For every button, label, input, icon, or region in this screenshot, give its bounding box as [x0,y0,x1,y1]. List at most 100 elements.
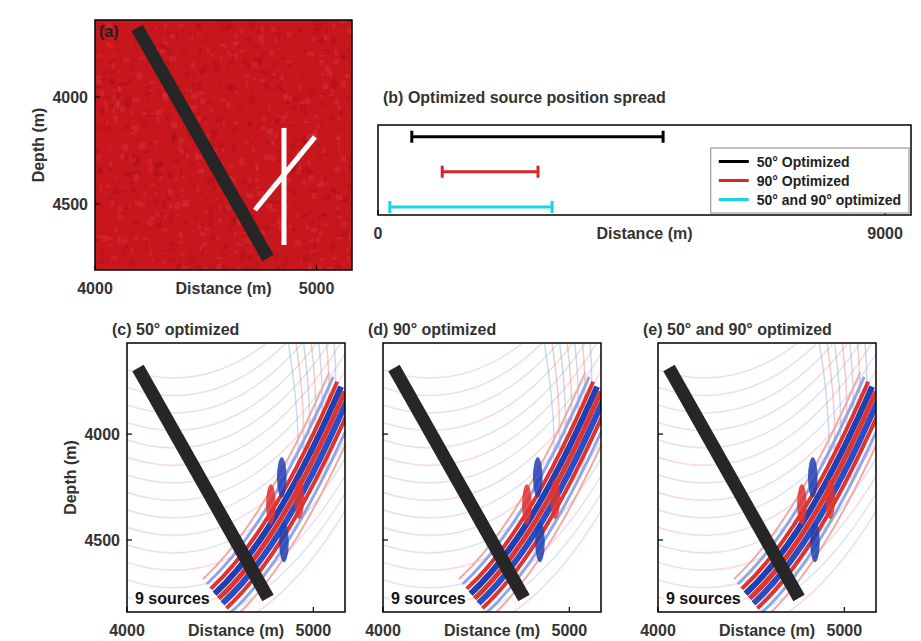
image-texture [166,61,169,67]
image-texture [111,81,117,85]
legend-swatch [719,198,749,201]
image-texture [122,144,128,151]
image-texture [294,96,300,102]
image-texture [143,237,149,240]
image-texture [295,240,301,245]
image-texture [336,265,343,268]
image-texture [319,55,325,57]
image-texture [197,33,204,36]
image-texture [160,49,165,53]
image-texture [130,132,136,134]
fault-line [394,368,524,598]
image-texture [200,232,206,236]
legend-label: 50° and 90° optimized [757,192,901,208]
image-texture [143,192,146,195]
image-texture [124,155,128,162]
image-texture [223,244,228,250]
image-texture [180,149,184,154]
plot-area [383,343,601,612]
image-texture [347,96,350,100]
image-texture [174,177,179,180]
image-texture [168,172,173,178]
annotation-patch [133,589,212,608]
image-texture [290,105,297,111]
image-texture [110,200,114,207]
image-texture [330,245,334,250]
x-tick-label: 9000 [867,225,903,242]
image-texture [261,52,265,56]
image-texture [210,109,213,113]
x-axis-title: Distance (m) [719,622,815,639]
seismic-reflector [754,396,877,603]
image-texture [292,228,297,231]
x-tick [844,607,845,612]
image-texture [269,51,274,55]
image-texture [106,185,111,188]
image-texture [219,82,222,86]
image-texture [180,124,183,127]
image-texture [175,202,180,209]
seismic-reflector [479,396,602,603]
x-tick-label: 4000 [109,622,145,639]
image-texture [290,143,296,149]
image-texture [285,113,288,118]
x-axis-title: Distance (m) [188,622,284,639]
image-texture [312,253,318,257]
x-tick [94,265,95,270]
image-texture [204,228,210,231]
image-texture [162,260,165,264]
image-texture [156,222,161,228]
image-texture [323,194,330,200]
seismic-diffraction [797,484,807,524]
x-tick-label: 5000 [299,280,335,297]
image-texture [148,162,152,165]
image-texture [315,144,320,146]
image-texture [130,248,133,253]
image-texture [254,144,257,151]
image-texture [123,82,129,86]
image-texture [147,219,152,226]
image-texture [309,90,315,97]
image-texture [340,21,346,24]
image-texture [264,225,271,231]
panel-title: (a) [99,23,119,40]
image-texture [112,191,119,194]
image-texture [216,237,220,240]
image-texture [268,200,275,203]
image-texture [186,153,188,159]
image-texture [320,95,323,98]
image-texture [181,189,185,191]
image-texture [105,69,108,72]
image-texture [180,241,184,244]
image-texture [153,182,158,184]
fault-line [137,28,268,258]
image-texture [114,185,116,187]
image-texture [251,136,254,138]
image-texture [347,257,350,262]
image-texture [197,169,203,173]
x-tick-label: 4000 [77,280,113,297]
image-texture [287,104,289,107]
image-texture [147,89,153,91]
seismic-reflector [219,391,345,598]
image-texture [344,74,350,77]
image-texture [166,116,170,123]
x-tick [126,607,127,612]
plot-area [658,343,876,612]
image-texture [235,91,239,95]
seismic-diffraction [533,457,543,497]
image-texture [211,129,218,134]
image-texture [196,180,198,182]
image-texture [97,54,102,57]
image-texture [117,215,124,220]
image-texture [247,193,254,198]
x-tick [569,607,570,612]
image-texture [300,105,306,111]
image-texture [158,94,163,97]
image-texture [243,75,250,78]
seismic-reflector [757,401,876,608]
image-texture [218,219,222,223]
image-texture [136,157,141,162]
image-texture [203,64,207,69]
image-texture [207,198,212,200]
